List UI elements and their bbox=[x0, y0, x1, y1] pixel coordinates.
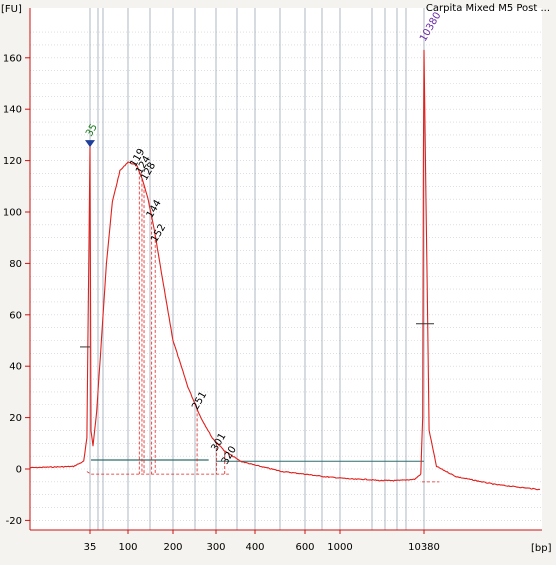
plot-area bbox=[30, 8, 542, 530]
trace-line bbox=[30, 49, 541, 491]
x-tick-label: 300 bbox=[206, 542, 225, 553]
y-tick-label: -20 bbox=[6, 516, 22, 527]
x-axis-label: [bp] bbox=[531, 543, 552, 554]
y-tick-label: 80 bbox=[9, 259, 22, 270]
y-axis-label: [FU] bbox=[1, 4, 22, 15]
tick-labels: -20 0 20 40 60 80 100 120 140 160 35 100 200 300 400 60… bbox=[3, 53, 440, 553]
y-tick-label: 140 bbox=[3, 105, 22, 116]
x-tick-label: 1000 bbox=[327, 542, 352, 553]
y-tick-label: 20 bbox=[9, 413, 22, 424]
grid bbox=[30, 8, 542, 530]
region-baseline bbox=[86, 471, 229, 475]
trace-layer bbox=[30, 49, 541, 491]
y-tick-label: 100 bbox=[3, 208, 22, 219]
axes bbox=[25, 8, 542, 534]
x-tick-label: 200 bbox=[163, 542, 182, 553]
x-tick-label: 400 bbox=[245, 542, 264, 553]
x-tick-label: 600 bbox=[295, 542, 314, 553]
peak-region bbox=[86, 171, 440, 483]
marker-triangle-icon bbox=[85, 140, 95, 148]
y-tick-label: 60 bbox=[9, 310, 22, 321]
y-tick-label: 40 bbox=[9, 362, 22, 373]
x-tick-label: 35 bbox=[84, 542, 97, 553]
y-tick-label: 160 bbox=[3, 53, 22, 64]
y-tick-label: 0 bbox=[16, 465, 22, 476]
x-tick-label: 10380 bbox=[408, 542, 440, 553]
marker-label: 35 bbox=[84, 122, 100, 139]
chart-title: Carpita Mixed M5 Post ... bbox=[426, 3, 550, 14]
y-tick-label: 120 bbox=[3, 156, 22, 167]
x-tick-label: 100 bbox=[118, 542, 137, 553]
